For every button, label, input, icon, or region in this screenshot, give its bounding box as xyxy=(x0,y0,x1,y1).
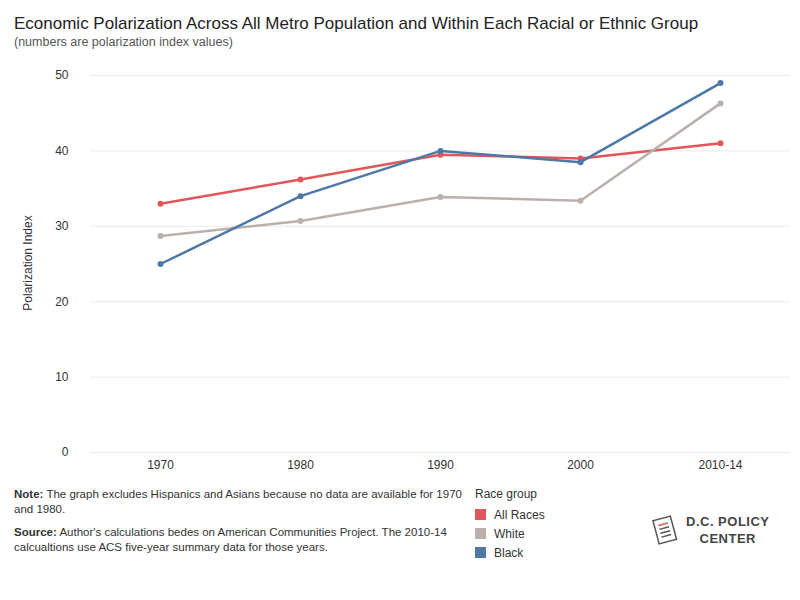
html-text:Economic Polarization Across A: Economic Polarization Across All Metro P… xyxy=(14,14,699,33)
html-text:White: White xyxy=(494,526,525,541)
svg-text:1970: 1970 xyxy=(147,458,174,472)
html-text:CENTER: CENTER xyxy=(699,531,756,546)
html-text:Race group: Race group xyxy=(475,487,537,501)
svg-text:40: 40 xyxy=(55,144,69,158)
html-text:Source: Author's calculations: Source: Author's calculations bedes on A… xyxy=(14,525,447,553)
svg-text:50: 50 xyxy=(55,68,69,82)
html-text:Polarization Index: Polarization Index xyxy=(21,215,35,311)
svg-text:20: 20 xyxy=(55,295,69,309)
svg-text:1990: 1990 xyxy=(427,458,454,472)
html-text:D.C. POLICY: D.C. POLICY xyxy=(686,514,770,530)
svg-text:1980: 1980 xyxy=(287,458,314,472)
html-text:(numbers are polarization inde: (numbers are polarization index values) xyxy=(14,35,233,49)
svg-text:0: 0 xyxy=(62,445,69,459)
html-text:Black: Black xyxy=(494,545,524,560)
svg-text:2000: 2000 xyxy=(567,458,594,472)
html-text:Note: The graph excludes Hispa: Note: The graph excludes Hispanics and A… xyxy=(14,488,462,515)
svg-text:10: 10 xyxy=(55,370,69,384)
svg-text:2010-14: 2010-14 xyxy=(698,458,742,472)
html-text:All Races: All Races xyxy=(494,507,545,522)
svg-text:30: 30 xyxy=(55,219,69,233)
